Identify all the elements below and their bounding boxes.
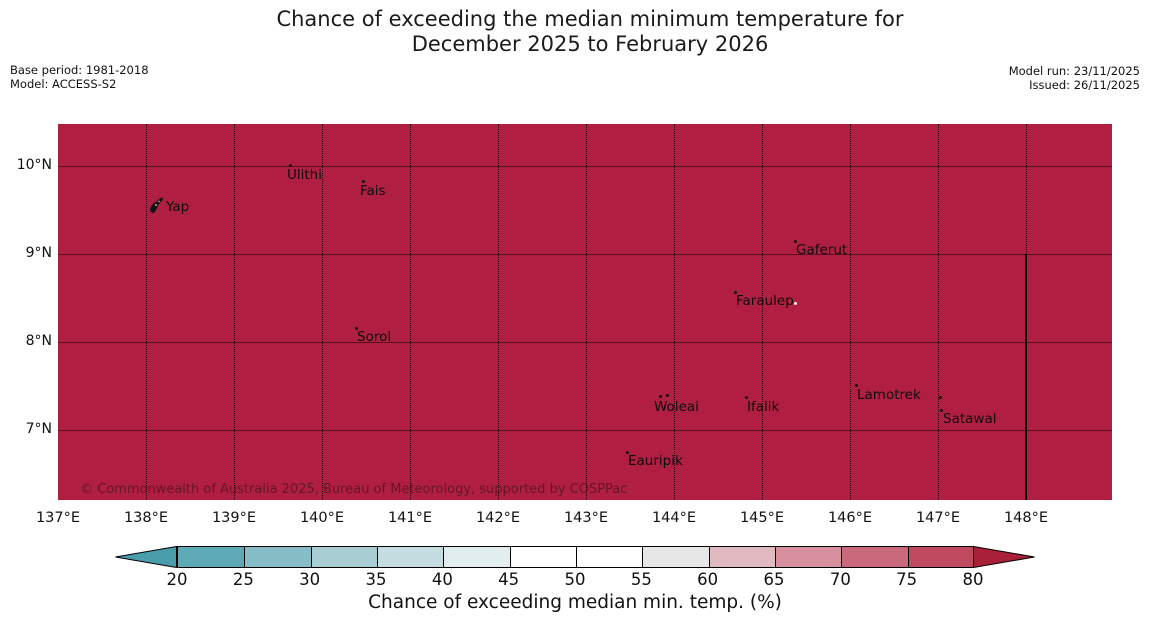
state-boundary-line [1025, 254, 1027, 500]
x-axis-label: 147°E [915, 510, 961, 526]
gridline-vertical [850, 124, 851, 500]
gridline-vertical [586, 124, 587, 500]
gridline-horizontal [58, 430, 1112, 431]
colorbar-caption: Chance of exceeding median min. temp. (%… [368, 592, 782, 613]
colorbar-tick-label: 50 [564, 570, 586, 589]
colorbar-segment [178, 547, 245, 567]
island-label-ifalik: Ifalik [747, 399, 780, 415]
colorbar-tick-label: 75 [896, 570, 918, 589]
x-axis-label: 146°E [827, 510, 873, 526]
island-label-ulithi: Ulithi [287, 167, 322, 183]
meta-right: Model run: 23/11/2025 Issued: 26/11/2025 [1009, 64, 1140, 92]
gridline-horizontal [58, 254, 1112, 255]
gridline-vertical [762, 124, 763, 500]
island-label-fais: Fais [360, 183, 386, 199]
colorbar-bar [177, 546, 974, 568]
island-marker [659, 395, 662, 398]
issued-text: Issued: 26/11/2025 [1029, 78, 1140, 92]
colorbar-tick-label: 25 [232, 570, 254, 589]
colorbar-tick-label: 35 [365, 570, 387, 589]
island-label-eauripik: Eauripik [628, 453, 683, 469]
colorbar-tick-label: 55 [630, 570, 652, 589]
gridline-vertical [938, 124, 939, 500]
x-axis-label: 139°E [211, 510, 257, 526]
page-title-line2: December 2025 to February 2026 [411, 32, 769, 56]
colorbar-over-arrow [973, 546, 1035, 568]
x-axis-label: 145°E [739, 510, 785, 526]
island-marker [362, 180, 365, 183]
colorbar-tick-label: 70 [829, 570, 851, 589]
colorbar-segment [708, 547, 775, 567]
gridline-horizontal [58, 166, 1112, 167]
colorbar-under-arrow [115, 546, 177, 568]
gridline-horizontal [58, 342, 1112, 343]
colorbar-segment [244, 547, 311, 567]
island-label-satawal: Satawal [943, 411, 997, 427]
island-marker [355, 327, 358, 330]
colorbar-tick-label: 30 [299, 570, 321, 589]
island-marker [794, 240, 797, 243]
gridline-vertical [234, 124, 235, 500]
x-axis-label: 141°E [387, 510, 433, 526]
island-label-gaferut: Gaferut [796, 242, 848, 258]
island-marker [734, 291, 737, 294]
colorbar-tick-label: 80 [962, 570, 984, 589]
x-axis-label: 142°E [475, 510, 521, 526]
y-axis-label: 10°N [16, 157, 52, 173]
colorbar-segment [443, 547, 510, 567]
island-label-yap: Yap [166, 199, 190, 215]
gridline-vertical [146, 124, 147, 500]
gridline-vertical [674, 124, 675, 500]
page-title: Chance of exceeding the median minimum t… [276, 7, 904, 31]
base-period-text: Base period: 1981-2018 [10, 63, 149, 77]
y-axis-label: 7°N [25, 421, 52, 437]
colorbar-segment [907, 547, 974, 567]
colorbar-tick-label: 20 [166, 570, 188, 589]
x-axis-label: 143°E [563, 510, 609, 526]
colorbar-segment [310, 547, 377, 567]
island-marker [939, 396, 942, 399]
colorbar-tick-label: 45 [498, 570, 520, 589]
x-axis-label: 140°E [299, 510, 345, 526]
colorbar-tick-label: 40 [431, 570, 453, 589]
x-axis-label: 148°E [1003, 510, 1049, 526]
x-axis-label: 144°E [651, 510, 697, 526]
gridline-vertical [410, 124, 411, 500]
yap-island-shape [150, 197, 164, 214]
y-axis-label: 9°N [25, 245, 52, 261]
colorbar-segment [841, 547, 908, 567]
colorbar-tick-label: 60 [697, 570, 719, 589]
y-axis-label: 8°N [25, 333, 52, 349]
meta-left: Base period: 1981-2018 Model: ACCESS-S2 [10, 63, 149, 91]
island-marker [666, 394, 669, 397]
colorbar-tick-label: 65 [763, 570, 785, 589]
island-label-lamotrek: Lamotrek [857, 387, 921, 403]
model-run-text: Model run: 23/11/2025 [1008, 64, 1140, 78]
island-marker [745, 396, 748, 399]
island-marker [794, 302, 797, 305]
island-marker [626, 451, 629, 454]
colorbar-segment [642, 547, 709, 567]
island-marker [940, 409, 943, 412]
island-marker [855, 384, 858, 387]
x-axis-label: 137°E [35, 510, 81, 526]
island-label-woleai: Woleai [654, 399, 699, 415]
map-panel: © Commonwealth of Australia 2025, Bureau… [58, 124, 1112, 500]
gridline-vertical [498, 124, 499, 500]
copyright-notice: © Commonwealth of Australia 2025, Bureau… [80, 482, 628, 497]
island-marker [289, 164, 292, 167]
colorbar-segment [576, 547, 643, 567]
island-label-sorol: Sorol [357, 329, 392, 345]
gridline-vertical [322, 124, 323, 500]
colorbar-segment [377, 547, 444, 567]
x-axis-label: 138°E [123, 510, 169, 526]
island-label-faraulep: Faraulep [736, 293, 794, 309]
colorbar-segment [775, 547, 842, 567]
colorbar-segment [509, 547, 576, 567]
model-text: Model: ACCESS-S2 [10, 77, 117, 91]
